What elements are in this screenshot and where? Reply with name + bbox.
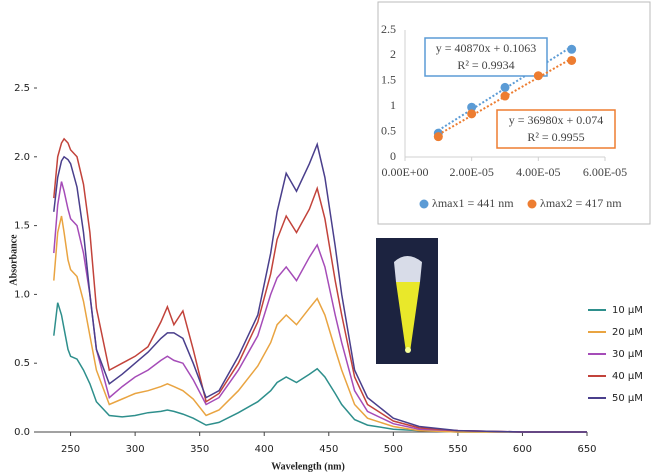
- y-tick-label: 1: [390, 98, 396, 112]
- x-tick-label: 350: [190, 444, 209, 455]
- y-tick-label: 2.5: [14, 83, 30, 94]
- data-point: [567, 55, 577, 65]
- y-tick-label: 0.5: [381, 123, 396, 137]
- x-tick-label: 450: [319, 444, 338, 455]
- x-tick-label: 600: [513, 444, 532, 455]
- equation: y = 36980x + 0.074: [509, 113, 604, 127]
- data-point: [467, 102, 477, 112]
- data-point: [467, 109, 477, 119]
- legend-label: 30 μM: [612, 349, 643, 360]
- main-chart: 0.0 0.5 1.0 1.5 2.0 2.5 250 300 350 400 450 500 550 6…: [8, 83, 643, 472]
- legend-label: 20 μM: [612, 327, 643, 338]
- series-line: [53, 302, 587, 433]
- equation: y = 40870x + 0.1063: [436, 41, 537, 55]
- y-tick-label: 2.5: [381, 22, 396, 36]
- x-tick-label: 6.00E-05: [583, 165, 627, 179]
- r-squared: R² = 0.9955: [527, 130, 584, 144]
- series-line: [53, 215, 587, 433]
- legend-swatch: [527, 199, 537, 209]
- legend-label: 50 μM: [612, 393, 643, 404]
- data-point: [433, 132, 443, 142]
- legend-label: λmax2 = 417 nm: [540, 196, 622, 210]
- y-axis-label: Absorbance: [8, 234, 19, 286]
- legend-label: 10 μM: [612, 305, 643, 316]
- series-line: [53, 137, 587, 433]
- vial-photo: [376, 238, 438, 364]
- y-tick-label: 0.0: [14, 427, 30, 438]
- x-tick-label: 500: [384, 444, 403, 455]
- x-tick-label: 4.00E-05: [516, 165, 560, 179]
- data-point: [567, 44, 577, 54]
- series-line: [53, 181, 587, 433]
- x-tick-label: 650: [577, 444, 596, 455]
- data-point: [533, 71, 543, 81]
- y-tick-label: 2.0: [14, 152, 30, 163]
- x-tick-label: 250: [61, 444, 80, 455]
- inset-chart: 0 0.5 1 1.5 2 2.5 0.00E+00 2.00E-05 4.00E-05 6.00…: [377, 1, 651, 225]
- legend-label: 40 μM: [612, 371, 643, 382]
- y-tick-label: 0: [390, 149, 396, 163]
- x-tick-label: 300: [126, 444, 145, 455]
- x-tick-label: 400: [255, 444, 274, 455]
- x-tick-label: 550: [448, 444, 467, 455]
- y-tick-label: 1.5: [14, 221, 30, 232]
- y-tick-label: 1.0: [14, 289, 30, 300]
- data-point: [500, 82, 510, 92]
- legend-swatch: [419, 199, 429, 209]
- y-tick-label: 0.5: [14, 358, 30, 369]
- y-tick-label: 2: [390, 47, 396, 61]
- equation-box: [424, 37, 548, 77]
- x-tick-label: 0.00E+00: [381, 165, 428, 179]
- y-tick-label: 1.5: [381, 73, 396, 87]
- x-tick-label: 2.00E-05: [450, 165, 494, 179]
- equation-box: [496, 109, 616, 149]
- x-axis-label: Wavelength (nm): [271, 461, 345, 472]
- series-line: [53, 141, 587, 433]
- data-point: [500, 91, 510, 101]
- r-squared: R² = 0.9934: [457, 58, 514, 72]
- legend-label: λmax1 = 441 nm: [432, 196, 514, 210]
